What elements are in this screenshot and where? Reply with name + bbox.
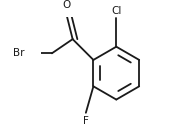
Text: Br: Br (13, 48, 25, 58)
Text: Cl: Cl (111, 6, 122, 16)
Text: O: O (63, 0, 71, 10)
Text: F: F (83, 116, 89, 126)
